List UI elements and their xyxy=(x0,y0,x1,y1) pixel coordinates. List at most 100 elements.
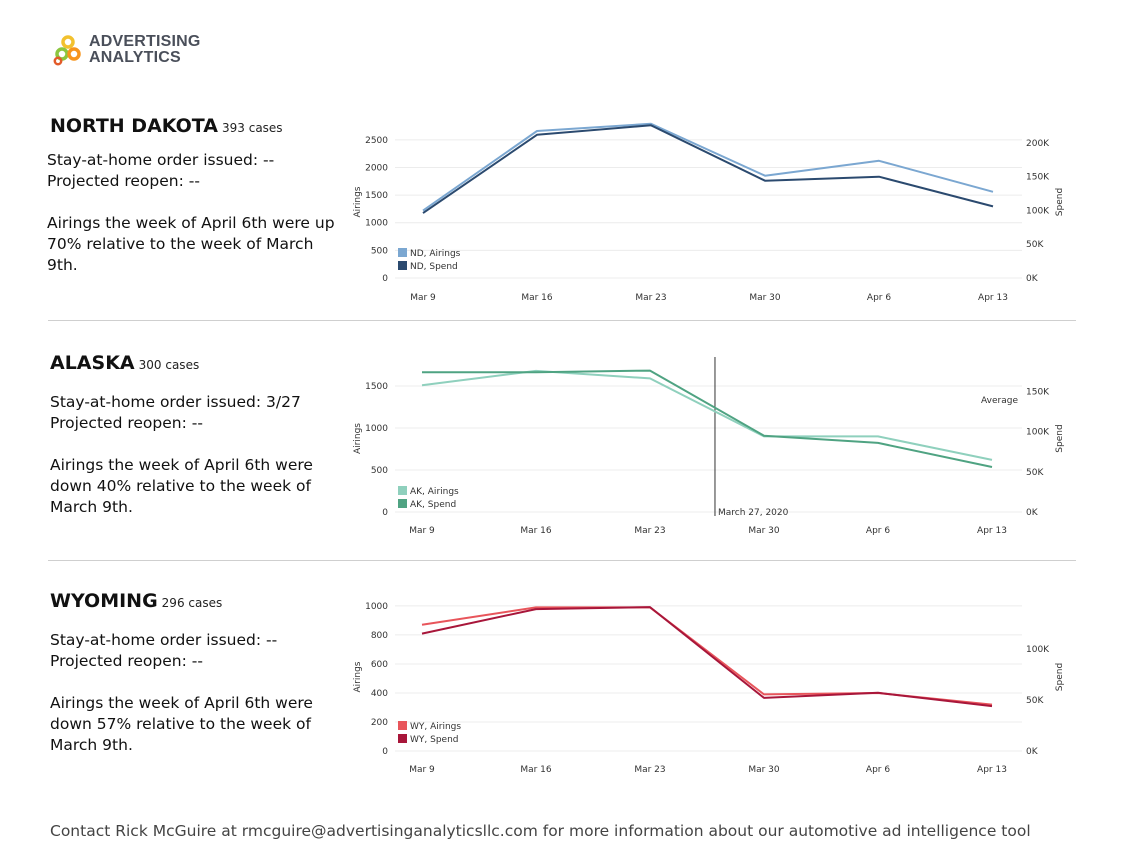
legend-label: ND, Spend xyxy=(410,262,458,272)
y2-tick-label: 0K xyxy=(1026,274,1039,284)
y-tick-label: 0 xyxy=(382,508,388,518)
y2-tick-label: 100K xyxy=(1026,206,1050,216)
company-logo: ADVERTISING ANALYTICS xyxy=(53,34,201,66)
stay-at-home-status: Stay-at-home order issued: -- xyxy=(50,631,278,649)
reopen-status: Projected reopen: -- xyxy=(47,172,200,190)
airings-summary: Airings the week of April 6th were down … xyxy=(50,456,313,516)
y2-tick-label: 100K xyxy=(1026,645,1050,655)
legend-swatch xyxy=(398,721,407,730)
y2-axis-title: Spend xyxy=(1055,424,1065,452)
y-tick-label: 800 xyxy=(371,631,388,641)
x-tick-label: Mar 30 xyxy=(748,765,780,775)
y-tick-label: 600 xyxy=(371,660,388,670)
y-tick-label: 1000 xyxy=(365,424,388,434)
legend-swatch xyxy=(398,486,407,495)
state-name: NORTH DAKOTA xyxy=(50,115,218,137)
average-label: Average xyxy=(981,396,1018,406)
x-tick-label: Mar 23 xyxy=(634,526,665,536)
annotation-label: March 27, 2020 xyxy=(718,508,789,518)
y2-tick-label: 0K xyxy=(1026,508,1039,518)
logo-text-line1: ADVERTISING xyxy=(89,33,201,50)
series-line xyxy=(422,124,994,214)
y2-axis-title: Spend xyxy=(1055,188,1065,216)
series-line xyxy=(422,122,994,212)
y-tick-label: 500 xyxy=(371,246,388,256)
x-tick-label: Mar 16 xyxy=(521,293,553,303)
y2-tick-label: 150K xyxy=(1026,388,1050,398)
legend-label: ND, Airings xyxy=(410,249,461,259)
y-tick-label: 200 xyxy=(371,718,388,728)
series-line xyxy=(421,369,993,461)
logo-text-line2: ANALYTICS xyxy=(89,49,181,66)
legend-label: WY, Airings xyxy=(410,722,461,732)
y2-tick-label: 100K xyxy=(1026,428,1050,438)
state-title: WYOMING 296 cases xyxy=(50,590,222,612)
y-tick-label: 0 xyxy=(382,274,388,284)
y2-tick-label: 50K xyxy=(1026,696,1044,706)
x-tick-label: Mar 9 xyxy=(409,526,435,536)
x-tick-label: Apr 6 xyxy=(867,293,891,303)
x-tick-label: Apr 13 xyxy=(978,293,1008,303)
x-tick-label: Apr 6 xyxy=(866,765,890,775)
airings-summary: Airings the week of April 6th were down … xyxy=(50,694,313,754)
case-count: 393 cases xyxy=(222,121,283,135)
legend-label: AK, Spend xyxy=(410,500,456,510)
x-tick-label: Mar 16 xyxy=(520,765,552,775)
legend-swatch xyxy=(398,499,407,508)
y-axis-title: Airings xyxy=(353,186,363,217)
legend-swatch xyxy=(398,734,407,743)
x-tick-label: Mar 30 xyxy=(749,293,781,303)
legend-swatch xyxy=(398,248,407,257)
x-tick-label: Apr 13 xyxy=(977,526,1007,536)
contact-footer: Contact Rick McGuire at rmcguire@adverti… xyxy=(50,822,1031,840)
reopen-status: Projected reopen: -- xyxy=(50,652,203,670)
legend-swatch xyxy=(398,261,407,270)
series-line xyxy=(421,606,993,708)
x-tick-label: Mar 16 xyxy=(520,526,552,536)
stay-at-home-status: Stay-at-home order issued: 3/27 xyxy=(50,393,301,411)
y2-tick-label: 150K xyxy=(1026,173,1050,183)
logo-icon xyxy=(53,35,81,66)
wyoming-chart: 0 200 400 600 800 1000 0K 50K 100K Mar 9 Mar 16 Mar… xyxy=(353,602,1065,775)
alaska-chart: 0 500 1000 1500 0K 50K 100K 150K Mar 9 Mar 16 Mar … xyxy=(353,357,1065,536)
y-tick-label: 1500 xyxy=(365,382,388,392)
y-tick-label: 500 xyxy=(371,466,388,476)
state-description: Stay-at-home order issued: 3/27 Projecte… xyxy=(50,392,340,518)
y2-tick-label: 200K xyxy=(1026,139,1050,149)
y-tick-label: 0 xyxy=(382,747,388,757)
y-tick-label: 1000 xyxy=(365,219,388,229)
state-description: Stay-at-home order issued: -- Projected … xyxy=(47,150,337,276)
y2-tick-label: 50K xyxy=(1026,468,1044,478)
y-tick-label: 400 xyxy=(371,689,388,699)
x-tick-label: Mar 9 xyxy=(410,293,436,303)
y2-tick-label: 0K xyxy=(1026,747,1039,757)
section-divider xyxy=(48,320,1076,321)
state-description: Stay-at-home order issued: -- Projected … xyxy=(50,630,340,756)
north-dakota-chart: 0 500 1000 1500 2000 2500 0K 50K 100K 150K 200K Mar… xyxy=(353,122,1065,303)
x-tick-label: Apr 13 xyxy=(977,765,1007,775)
section-divider xyxy=(48,560,1076,561)
x-tick-label: Apr 6 xyxy=(866,526,890,536)
reopen-status: Projected reopen: -- xyxy=(50,414,203,432)
state-title: NORTH DAKOTA 393 cases xyxy=(50,115,283,137)
y-axis-title: Airings xyxy=(353,423,363,454)
legend-label: WY, Spend xyxy=(410,735,459,745)
x-tick-label: Mar 30 xyxy=(748,526,780,536)
y-tick-label: 2500 xyxy=(365,136,388,146)
y-axis-title: Airings xyxy=(353,661,363,692)
state-name: ALASKA xyxy=(50,352,135,374)
y2-axis-title: Spend xyxy=(1055,663,1065,691)
case-count: 296 cases xyxy=(161,596,223,610)
y2-tick-label: 50K xyxy=(1026,240,1044,250)
state-name: WYOMING xyxy=(50,590,158,612)
stay-at-home-status: Stay-at-home order issued: -- xyxy=(47,151,275,169)
x-tick-label: Mar 23 xyxy=(635,293,666,303)
x-tick-label: Mar 23 xyxy=(634,765,665,775)
state-title: ALASKA 300 cases xyxy=(50,352,199,374)
y-tick-label: 1000 xyxy=(365,602,388,612)
series-line xyxy=(422,369,993,468)
case-count: 300 cases xyxy=(138,358,200,372)
y-tick-label: 2000 xyxy=(365,163,388,173)
y-tick-label: 1500 xyxy=(365,191,388,201)
airings-summary: Airings the week of April 6th were up 70… xyxy=(47,214,335,274)
